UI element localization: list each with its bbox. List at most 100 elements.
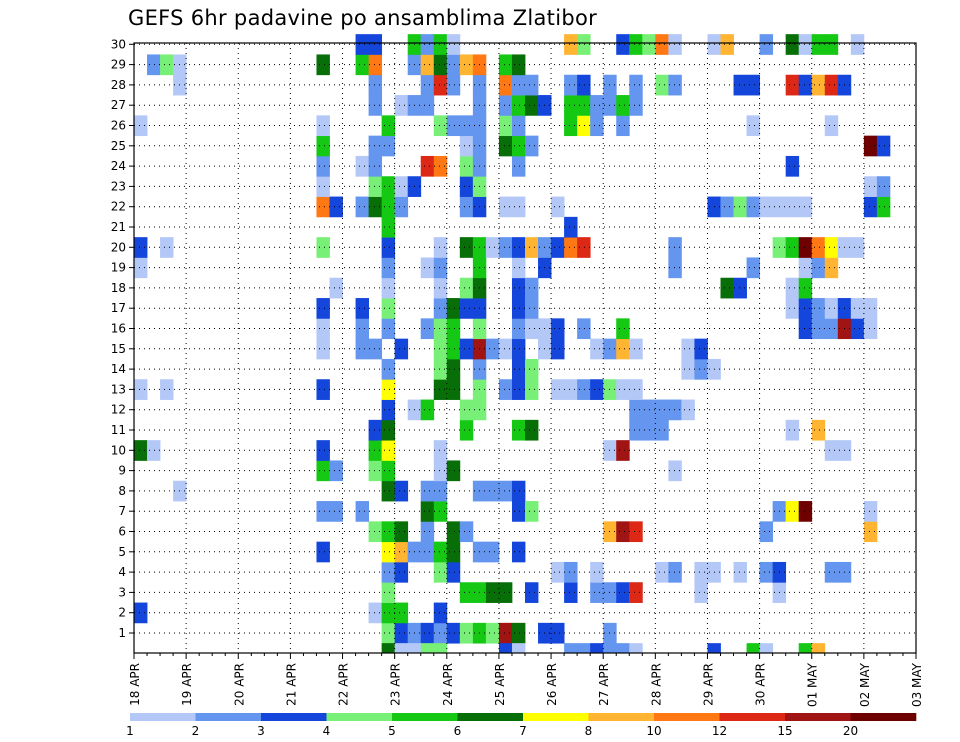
heatmap-cell: [668, 460, 682, 482]
legend-label: 5: [388, 724, 396, 738]
heatmap-cell: [707, 643, 721, 653]
y-tick-label: 11: [111, 423, 126, 437]
heatmap-cell: [394, 196, 409, 218]
heatmap-cell: [590, 95, 604, 116]
heatmap-cell: [446, 34, 461, 55]
y-tick-label: 3: [118, 585, 126, 599]
heatmap-cell: [511, 277, 526, 299]
heatmap-cell: [694, 561, 708, 583]
heatmap-cell: [316, 298, 330, 319]
x-tick-labels: 18 APR 19 APR 20 APR 21 APR 22 APR 23 APR 24 A…: [128, 662, 924, 707]
heatmap-cell: [368, 95, 383, 116]
x-tick-label: 21 APR: [284, 663, 298, 706]
heatmap-cell: [590, 582, 604, 603]
heatmap-cell: [564, 643, 578, 653]
heatmap-cell: [603, 643, 617, 653]
heatmap-cell: [433, 643, 448, 653]
heatmap-cell: [511, 643, 526, 653]
heatmap-cell: [459, 155, 474, 177]
heatmap-cell: [433, 318, 448, 340]
heatmap-cell: [616, 521, 630, 543]
heatmap-cell: [590, 379, 604, 400]
heatmap-cell: [798, 196, 813, 218]
heatmap-cell: [811, 643, 826, 653]
heatmap-cell: [616, 379, 630, 400]
heatmap-cell: [394, 480, 409, 502]
x-tick-label: 18 APR: [128, 663, 142, 706]
heatmap-cell: [420, 257, 435, 279]
legend-swatch: [392, 713, 458, 721]
x-tick-label: 28 APR: [649, 663, 663, 706]
heatmap-cell: [433, 74, 448, 96]
heatmap-cell: [655, 399, 669, 421]
heatmap-cell: [759, 521, 774, 543]
heatmap-cell: [668, 34, 682, 55]
heatmap-cell: [824, 318, 839, 340]
heatmap-cell: [525, 74, 539, 96]
heatmap-cell: [134, 257, 148, 279]
heatmap-cell: [577, 318, 591, 340]
y-tick-label: 24: [111, 159, 126, 173]
heatmap-cell: [577, 115, 591, 137]
heatmap-cell: [485, 582, 500, 603]
heatmap-cell: [433, 561, 448, 583]
heatmap-cell: [616, 582, 630, 603]
heatmap-cell: [876, 135, 891, 157]
legend-swatch: [261, 713, 327, 721]
heatmap-cell: [433, 298, 448, 319]
heatmap-cell: [498, 622, 513, 644]
y-tick-label: 18: [111, 281, 126, 295]
heatmap-cell: [381, 176, 396, 197]
heatmap-cell: [368, 602, 383, 624]
heatmap-cell: [433, 622, 448, 644]
y-tick-label: 15: [111, 342, 126, 356]
heatmap-cell: [368, 338, 383, 360]
heatmap-cell: [811, 257, 826, 279]
heatmap-cell: [381, 582, 396, 603]
heatmap-cell: [433, 379, 448, 400]
heatmap-cell: [446, 298, 461, 319]
heatmap-cell: [616, 95, 630, 116]
y-tick-label: 7: [118, 504, 126, 518]
y-tick-label: 12: [111, 403, 126, 417]
heatmap-cell: [433, 257, 448, 279]
heatmap-cell: [811, 298, 826, 319]
heatmap-cell: [446, 115, 461, 137]
heatmap-cell: [394, 602, 409, 624]
heatmap-cell: [355, 155, 369, 177]
heatmap-cell: [485, 237, 500, 258]
heatmap-cell: [863, 196, 878, 218]
heatmap-cell: [355, 338, 369, 360]
heatmap-cell: [368, 155, 383, 177]
heatmap-cell: [368, 176, 383, 197]
y-tick-label: 25: [111, 139, 126, 153]
heatmap-cell: [316, 501, 330, 522]
heatmap-cell: [785, 74, 800, 96]
heatmap-cell: [863, 298, 878, 319]
heatmap-cell: [785, 419, 800, 441]
heatmap-cell: [668, 561, 682, 583]
heatmap-cell: [368, 521, 383, 543]
heatmap-cell: [160, 237, 174, 258]
heatmap-cell: [876, 196, 891, 218]
heatmap-cell: [134, 115, 148, 137]
heatmap-cell: [498, 643, 513, 653]
heatmap-cell: [798, 318, 813, 340]
heatmap-cell: [564, 582, 578, 603]
legend-swatch: [523, 713, 589, 721]
heatmap-cell: [316, 379, 330, 400]
heatmap-cell: [564, 237, 578, 258]
heatmap-cell: [785, 501, 800, 522]
heatmap-cell: [785, 34, 800, 55]
heatmap-cell: [564, 34, 578, 55]
heatmap-cell: [824, 440, 839, 461]
heatmap-cell: [459, 237, 474, 258]
heatmap-cell: [694, 358, 708, 380]
heatmap-cell: [316, 115, 330, 137]
heatmap-cell: [681, 338, 695, 360]
heatmap-cell: [863, 501, 878, 522]
heatmap-cell: [381, 257, 396, 279]
x-tick-label: 03 MAY: [910, 662, 924, 707]
heatmap-cell: [577, 74, 591, 96]
